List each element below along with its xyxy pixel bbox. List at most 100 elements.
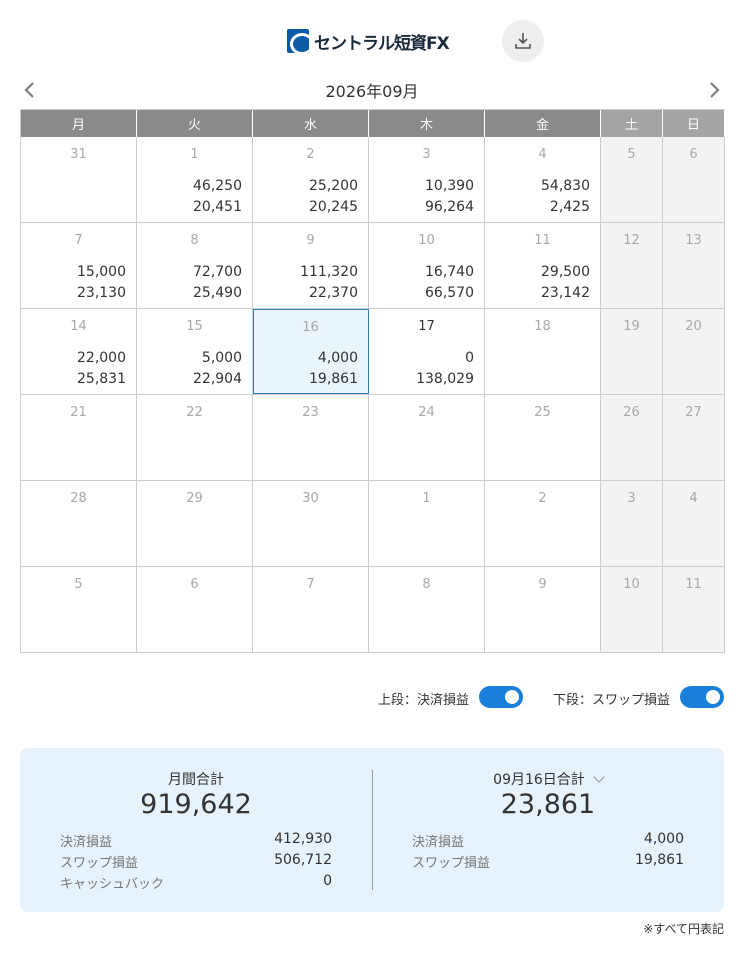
chevron-right-icon [710, 82, 720, 98]
calendar-day-cell[interactable]: 17 0 138,029 [369, 309, 485, 394]
calendar-day-cell[interactable]: 2 25,200 20,245 [253, 137, 369, 222]
calendar-day-cell[interactable]: 9 [485, 567, 601, 652]
calendar-day-cell[interactable]: 1 [369, 481, 485, 566]
weekday-tue: 火 [137, 110, 253, 137]
calendar-week-row: 21 22 23 24 25 26 27 [21, 395, 725, 481]
prev-month-button[interactable] [20, 78, 40, 102]
calendar-day-cell[interactable]: 4 54,830 2,425 [485, 137, 601, 222]
settlement-pl-value: 29,500 [541, 264, 590, 280]
swap-pl-value: 23,142 [541, 285, 590, 301]
weekday-fri: 金 [485, 110, 601, 137]
day-number: 4 [538, 147, 547, 162]
calendar-day-cell[interactable]: 26 [601, 395, 663, 480]
calendar-day-cell[interactable]: 7 15,000 23,130 [21, 223, 137, 308]
swap-pl-value: 23,130 [77, 285, 126, 301]
calendar-day-cell[interactable]: 10 [601, 567, 663, 652]
calendar-week-row: 14 22,000 25,831 15 5,000 22,904 16 4,000 19,861… [21, 309, 725, 395]
swap-pl-value: 22,370 [309, 285, 358, 301]
day-number: 15 [186, 319, 203, 334]
monthly-summary: 月間合計 919,642 決済損益 412,930 スワップ損益 506,712… [20, 748, 372, 912]
day-number: 14 [70, 319, 87, 334]
monthly-cashback-label: キャッシュバック [60, 877, 165, 892]
daily-settlement-label: 決済損益 [412, 835, 465, 850]
display-toggles: 上段：決済損益 下段：スワップ損益 [0, 685, 744, 711]
day-number: 18 [534, 319, 551, 334]
calendar-day-cell[interactable]: 11 29,500 23,142 [485, 223, 601, 308]
calendar-week-row: 31 1 46,250 20,451 2 25,200 20,245 3 10,390 96,26… [21, 137, 725, 223]
settlement-pl-value: 111,320 [300, 264, 358, 280]
calendar-day-cell[interactable]: 23 [253, 395, 369, 480]
calendar-day-cell[interactable]: 25 [485, 395, 601, 480]
calendar-day-cell[interactable]: 9 111,320 22,370 [253, 223, 369, 308]
day-number: 1 [190, 147, 199, 162]
lower-row-toggle-label: 下段：スワップ損益 [553, 693, 671, 708]
lower-row-toggle[interactable] [680, 686, 724, 708]
month-title: 2026年09月 [325, 82, 419, 101]
calendar-week-row: 5 6 7 8 9 10 11 [21, 567, 725, 653]
calendar-day-cell[interactable]: 5 [601, 137, 663, 222]
calendar-day-cell[interactable]: 6 [137, 567, 253, 652]
next-month-button[interactable] [704, 78, 724, 102]
calendar-day-cell[interactable]: 19 [601, 309, 663, 394]
calendar-day-cell[interactable]: 15 5,000 22,904 [137, 309, 253, 394]
monthly-swap-row: スワップ損益 506,712 [60, 852, 332, 872]
calendar-day-cell[interactable]: 8 72,700 25,490 [137, 223, 253, 308]
settlement-pl-value: 25,200 [309, 178, 358, 194]
day-number: 2 [306, 147, 315, 162]
settlement-pl-value: 16,740 [425, 264, 474, 280]
upper-row-toggle[interactable] [479, 686, 523, 708]
settlement-pl-value: 46,250 [193, 178, 242, 194]
monthly-summary-total: 919,642 [140, 789, 252, 820]
day-number: 26 [623, 405, 640, 420]
day-number: 27 [685, 405, 702, 420]
calendar-day-cell[interactable]: 2 [485, 481, 601, 566]
brand-logo-text: セントラル短資FX [314, 33, 450, 54]
calendar-day-cell[interactable]: 18 [485, 309, 601, 394]
calendar-day-cell[interactable]: 12 [601, 223, 663, 308]
calendar-day-cell[interactable]: 16 4,000 19,861 [253, 309, 369, 394]
swap-pl-value: 2,425 [549, 199, 590, 215]
weekday-mon: 月 [21, 110, 137, 137]
calendar-day-cell[interactable]: 28 [21, 481, 137, 566]
download-icon [515, 33, 531, 49]
calendar-day-cell[interactable]: 10 16,740 66,570 [369, 223, 485, 308]
weekday-sun: 日 [663, 110, 725, 137]
day-number: 30 [302, 491, 319, 506]
calendar-day-cell[interactable]: 24 [369, 395, 485, 480]
day-number: 9 [306, 233, 315, 248]
day-number: 10 [418, 233, 435, 248]
day-number: 8 [190, 233, 199, 248]
calendar-day-cell[interactable]: 8 [369, 567, 485, 652]
weekday-sat: 土 [601, 110, 663, 137]
calendar-day-cell[interactable]: 13 [663, 223, 725, 308]
calendar-day-cell[interactable]: 14 22,000 25,831 [21, 309, 137, 394]
calendar-grid: 月 火 水 木 金 土 日 31 1 46,250 20,451 2 25,200 20,2… [20, 109, 725, 653]
calendar-day-cell[interactable]: 3 [601, 481, 663, 566]
calendar-day-cell[interactable]: 4 [663, 481, 725, 566]
calendar-day-cell[interactable]: 11 [663, 567, 725, 652]
calendar-day-cell[interactable]: 3 10,390 96,264 [369, 137, 485, 222]
settlement-pl-value: 0 [465, 350, 474, 366]
calendar-day-cell[interactable]: 29 [137, 481, 253, 566]
chevron-down-icon[interactable] [593, 771, 605, 783]
calendar-day-cell[interactable]: 20 [663, 309, 725, 394]
calendar-day-cell[interactable]: 22 [137, 395, 253, 480]
calendar-day-cell[interactable]: 30 [253, 481, 369, 566]
monthly-settlement-value: 412,930 [274, 831, 332, 847]
calendar-week-row: 28 29 30 1 2 3 4 [21, 481, 725, 567]
monthly-settlement-row: 決済損益 412,930 [60, 831, 332, 851]
download-button[interactable] [502, 20, 544, 62]
calendar-day-cell[interactable]: 1 46,250 20,451 [137, 137, 253, 222]
day-number: 13 [685, 233, 702, 248]
calendar-day-cell[interactable]: 21 [21, 395, 137, 480]
day-number: 5 [627, 147, 636, 162]
day-number: 23 [302, 405, 319, 420]
day-number: 3 [422, 147, 431, 162]
calendar-day-cell[interactable]: 31 [21, 137, 137, 222]
calendar-day-cell[interactable]: 7 [253, 567, 369, 652]
daily-summary-title-row[interactable]: 09月16日合計 [372, 769, 724, 789]
calendar-day-cell[interactable]: 6 [663, 137, 725, 222]
day-number: 4 [689, 491, 698, 506]
calendar-day-cell[interactable]: 27 [663, 395, 725, 480]
calendar-day-cell[interactable]: 5 [21, 567, 137, 652]
